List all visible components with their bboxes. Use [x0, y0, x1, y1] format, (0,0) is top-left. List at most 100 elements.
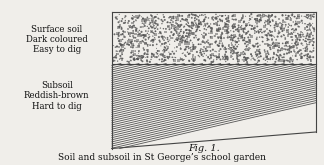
- Point: [122, 31, 127, 33]
- Point: [205, 22, 210, 25]
- Point: [296, 21, 301, 24]
- Point: [311, 27, 317, 30]
- Point: [132, 58, 137, 61]
- Point: [169, 19, 174, 22]
- Point: [152, 16, 157, 19]
- Point: [122, 36, 127, 38]
- Point: [248, 18, 253, 20]
- Point: [193, 13, 198, 16]
- Point: [226, 44, 232, 47]
- Point: [131, 24, 136, 27]
- Point: [225, 58, 230, 61]
- Point: [119, 28, 124, 30]
- Point: [199, 23, 204, 26]
- Point: [244, 59, 249, 61]
- Point: [290, 55, 295, 57]
- Point: [243, 33, 249, 35]
- Point: [220, 14, 226, 17]
- Point: [166, 26, 171, 28]
- Point: [183, 35, 189, 37]
- Point: [264, 55, 270, 58]
- Point: [201, 50, 206, 53]
- Point: [210, 54, 215, 56]
- Point: [301, 35, 307, 38]
- Point: [277, 31, 282, 34]
- Point: [143, 56, 148, 59]
- Point: [160, 20, 165, 23]
- Point: [173, 38, 179, 41]
- Point: [163, 41, 168, 44]
- Point: [214, 56, 219, 59]
- Point: [128, 59, 133, 62]
- Point: [258, 18, 263, 21]
- Point: [267, 21, 272, 24]
- Point: [282, 34, 287, 37]
- Point: [111, 60, 116, 63]
- Point: [184, 18, 190, 21]
- Point: [166, 57, 171, 60]
- Point: [151, 32, 156, 35]
- Point: [187, 29, 192, 32]
- Point: [289, 14, 294, 16]
- Point: [304, 14, 309, 16]
- Point: [211, 60, 216, 63]
- Point: [183, 55, 189, 58]
- Point: [258, 14, 263, 16]
- Point: [205, 56, 211, 59]
- Point: [131, 32, 136, 35]
- Point: [294, 51, 299, 54]
- Point: [208, 50, 213, 52]
- Point: [172, 40, 177, 43]
- Point: [133, 18, 138, 21]
- Point: [135, 34, 141, 37]
- Point: [267, 29, 272, 32]
- Point: [147, 44, 153, 46]
- Point: [120, 53, 125, 56]
- Point: [179, 18, 185, 20]
- Point: [243, 57, 248, 60]
- Point: [299, 19, 304, 22]
- Point: [158, 53, 163, 56]
- Point: [245, 48, 250, 50]
- Point: [281, 19, 286, 22]
- Point: [149, 39, 155, 42]
- Point: [133, 58, 138, 61]
- Point: [279, 26, 284, 29]
- Point: [134, 58, 140, 60]
- Point: [303, 22, 308, 25]
- Point: [273, 61, 278, 63]
- Point: [307, 35, 312, 38]
- Point: [192, 16, 198, 19]
- Point: [115, 50, 120, 53]
- Point: [267, 44, 272, 46]
- Point: [128, 46, 133, 48]
- Point: [286, 51, 292, 54]
- Point: [178, 30, 183, 33]
- Point: [230, 39, 235, 41]
- Point: [120, 44, 125, 46]
- Point: [147, 23, 152, 26]
- Point: [143, 22, 148, 24]
- Point: [166, 25, 171, 28]
- Point: [230, 34, 236, 37]
- Point: [145, 45, 150, 47]
- Point: [163, 31, 168, 33]
- Point: [191, 59, 196, 62]
- Point: [179, 41, 184, 44]
- Point: [278, 53, 283, 56]
- Point: [126, 22, 131, 24]
- Point: [255, 42, 260, 45]
- Point: [139, 16, 144, 18]
- Point: [158, 45, 163, 47]
- Point: [248, 47, 253, 50]
- Point: [111, 44, 116, 47]
- Point: [248, 41, 253, 44]
- Point: [249, 28, 254, 30]
- Point: [236, 30, 241, 33]
- Point: [133, 19, 139, 22]
- Point: [264, 34, 269, 36]
- Point: [259, 36, 264, 38]
- Point: [302, 27, 307, 30]
- Point: [275, 45, 280, 47]
- Point: [249, 55, 254, 57]
